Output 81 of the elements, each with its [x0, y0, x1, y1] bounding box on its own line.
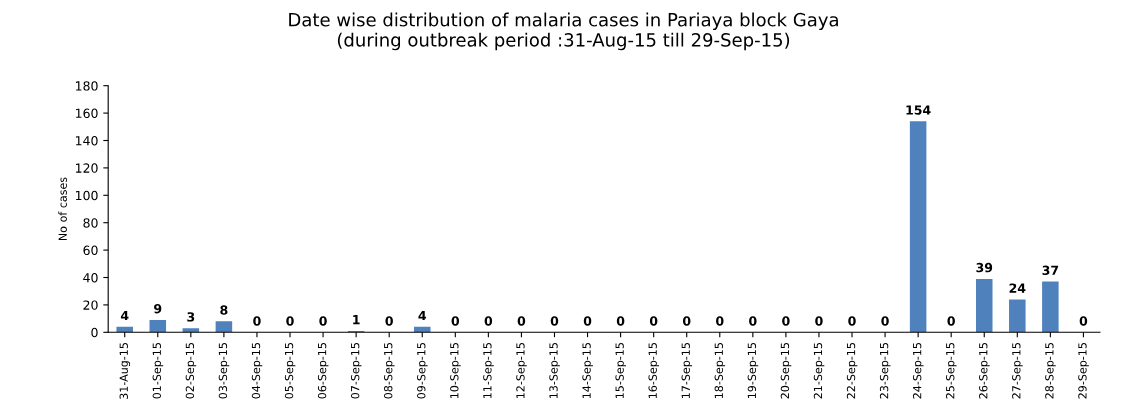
data-label: 0: [550, 316, 559, 326]
chart-title: Date wise distribution of malaria cases in Pariaya block Gaya (during outbreak period :31-Aug-15 till 29-Sep-15): [289, 12, 838, 51]
data-label: 0: [484, 316, 493, 326]
bar: [975, 278, 993, 333]
bar: [909, 121, 927, 333]
data-label: 0: [517, 316, 526, 326]
x-tick-label: 24-Sep-15: [912, 343, 924, 399]
x-tick-label: 09-Sep-15: [417, 343, 428, 399]
x-tick-label: 29-Sep-15: [1078, 343, 1089, 399]
y-tick-label: 60: [83, 245, 98, 256]
bar: [116, 326, 133, 333]
y-tick-label: 140: [75, 135, 98, 146]
data-label: 154: [906, 105, 931, 115]
data-label: 0: [385, 316, 393, 326]
y-axis-title: No of cases: [58, 177, 67, 241]
data-label: 24: [1009, 283, 1026, 293]
data-label: 9: [154, 303, 162, 314]
bar: [1009, 299, 1026, 333]
data-label: 0: [682, 316, 691, 326]
x-tick-label: 06-Sep-15: [317, 343, 329, 399]
data-label: 0: [1079, 316, 1088, 326]
data-label: 4: [120, 310, 129, 321]
data-label: 0: [253, 316, 261, 326]
y-tick-label: 80: [83, 218, 98, 228]
data-label: 0: [749, 316, 757, 326]
x-tick-label: 25-Sep-15: [946, 343, 957, 399]
x-tick-label: 05-Sep-15: [284, 343, 296, 399]
data-label: 0: [782, 316, 790, 326]
y-tick-label: 40: [83, 272, 98, 283]
data-label: 0: [881, 316, 889, 326]
x-tick-label: 22-Sep-15: [846, 343, 858, 399]
bar: [149, 319, 167, 333]
bar: [215, 321, 233, 333]
x-tick-label: 27-Sep-15: [1012, 343, 1023, 399]
x-tick-label: 26-Sep-15: [979, 343, 990, 399]
data-label: 0: [319, 316, 327, 326]
y-tick-label: 180: [75, 81, 98, 91]
x-tick-label: 02-Sep-15: [185, 343, 197, 399]
x-tick-label: 15-Sep-15: [615, 343, 626, 399]
x-tick-label: 11-Sep-15: [483, 343, 494, 399]
x-tick-label: 12-Sep-15: [516, 343, 527, 399]
x-tick-label: 04-Sep-15: [251, 343, 263, 399]
x-tick-label: 21-Sep-15: [813, 343, 825, 399]
y-tick-label: 160: [75, 108, 98, 119]
y-tick-label: 20: [83, 300, 98, 310]
x-tick-label: 08-Sep-15: [384, 343, 395, 399]
bar: [1042, 281, 1059, 333]
y-tick-label: 120: [75, 163, 98, 173]
data-label: 4: [418, 310, 427, 321]
x-tick-label: 17-Sep-15: [681, 343, 693, 399]
data-label: 39: [976, 262, 993, 273]
data-label: 0: [649, 316, 658, 326]
x-tick-label: 19-Sep-15: [747, 343, 759, 399]
data-label: 37: [1042, 265, 1059, 276]
data-label: 0: [583, 316, 592, 326]
x-tick-label: 01-Sep-15: [152, 343, 164, 399]
x-tick-label: 07-Sep-15: [350, 343, 362, 399]
x-tick-label: 20-Sep-15: [780, 343, 792, 399]
data-label: 0: [286, 316, 294, 326]
data-label: 0: [716, 316, 724, 326]
data-label: 0: [616, 316, 625, 326]
data-label: 3: [187, 312, 195, 322]
x-tick-label: 13-Sep-15: [549, 343, 560, 399]
data-label: 0: [815, 316, 823, 326]
bar: [413, 326, 431, 333]
bar: [182, 328, 200, 333]
y-tick-label: 100: [75, 190, 98, 201]
data-label: 0: [848, 316, 856, 326]
x-tick-label: 14-Sep-15: [582, 343, 593, 399]
x-tick-label: 03-Sep-15: [218, 343, 230, 399]
data-label: 0: [947, 316, 955, 326]
x-tick-label: 18-Sep-15: [714, 343, 726, 399]
data-label: 8: [220, 305, 228, 315]
x-tick-label: 16-Sep-15: [648, 343, 660, 399]
data-label: 1: [353, 315, 360, 325]
x-tick-label: 28-Sep-15: [1045, 343, 1056, 399]
x-tick-label: 10-Sep-15: [450, 343, 461, 399]
data-label: 0: [451, 316, 460, 326]
x-tick-label: 31-Aug-15: [119, 343, 131, 399]
x-tick-label: 23-Sep-15: [879, 343, 891, 399]
y-tick-label: 0: [91, 327, 98, 338]
